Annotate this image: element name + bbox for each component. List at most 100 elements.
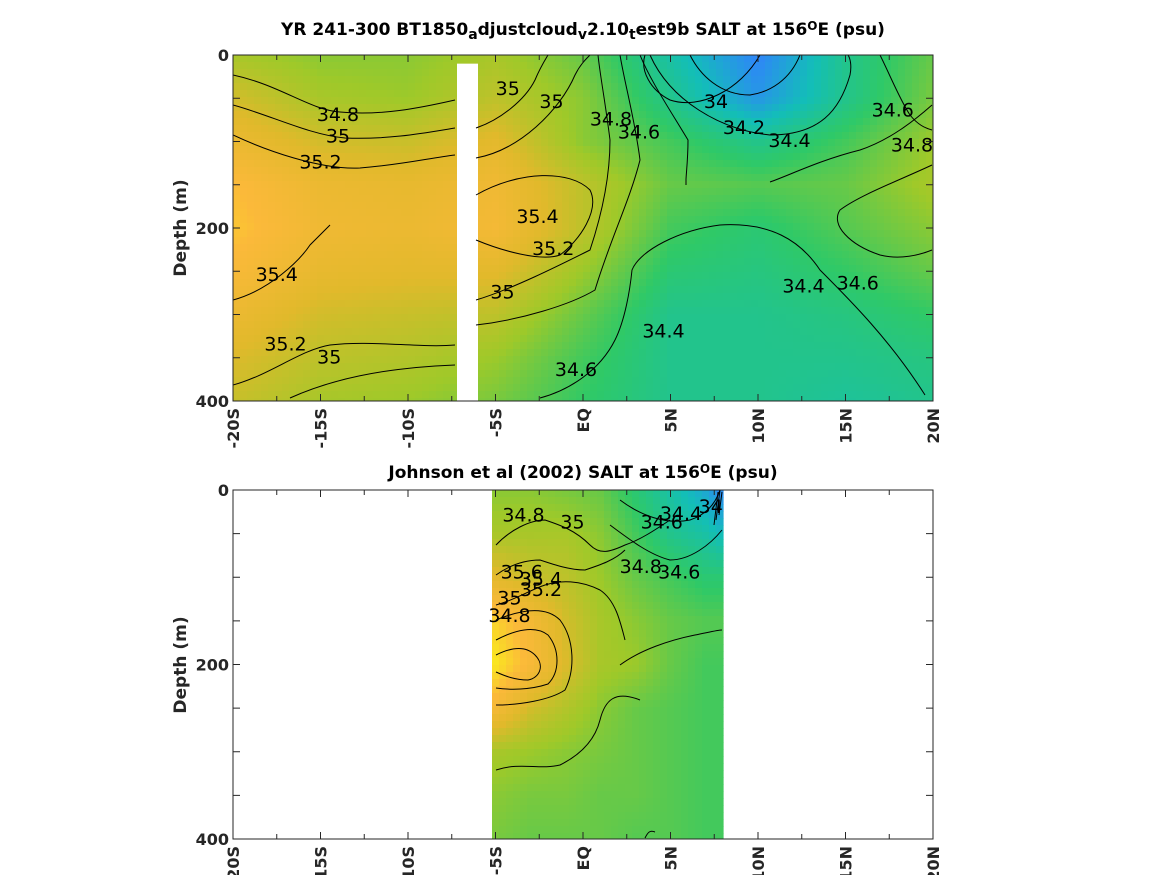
heatmap-cell (625, 202, 633, 210)
heatmap-cell (898, 300, 906, 308)
heatmap-cell (422, 76, 430, 84)
heatmap-cell (436, 300, 444, 308)
heatmap-cell (842, 160, 850, 168)
heatmap-cell (317, 244, 325, 252)
heatmap-cell (905, 125, 913, 133)
heatmap-cell (534, 258, 542, 266)
heatmap-cell (744, 251, 752, 259)
heatmap-cell (842, 62, 850, 70)
heatmap-cell (884, 272, 892, 280)
heatmap-cell (527, 356, 535, 364)
heatmap-cell (401, 209, 409, 217)
heatmap-cell (555, 146, 563, 154)
heatmap-cell (618, 286, 626, 294)
heatmap-cell (324, 286, 332, 294)
heatmap-cell (555, 153, 563, 161)
heatmap-cell (485, 90, 493, 98)
heatmap-cell (338, 272, 346, 280)
heatmap-cell (366, 349, 374, 357)
heatmap-cell (793, 342, 801, 350)
heatmap-cell (485, 251, 493, 259)
heatmap-cell (737, 307, 745, 315)
heatmap-cell (695, 370, 703, 378)
heatmap-cell (296, 125, 304, 133)
heatmap-cell (429, 349, 437, 357)
heatmap-cell (786, 174, 794, 182)
heatmap-cell (681, 384, 689, 392)
heatmap-cell (555, 174, 563, 182)
heatmap-cell (485, 314, 493, 322)
heatmap-cell (709, 118, 717, 126)
heatmap-cell (583, 209, 591, 217)
heatmap-cell (653, 342, 661, 350)
heatmap-cell (366, 300, 374, 308)
heatmap-cell (891, 153, 899, 161)
heatmap-cell (590, 55, 598, 63)
heatmap-cell (800, 111, 808, 119)
heatmap-cell (828, 104, 836, 112)
heatmap-cell (527, 188, 535, 196)
heatmap-cell (646, 293, 654, 301)
heatmap-cell (842, 90, 850, 98)
heatmap-cell (478, 118, 486, 126)
heatmap-cell (730, 97, 738, 105)
heatmap-cell (779, 391, 787, 399)
heatmap-cell (793, 230, 801, 238)
heatmap-cell (282, 62, 290, 70)
heatmap-cell (240, 328, 248, 336)
heatmap-cell (478, 90, 486, 98)
heatmap-cell (625, 377, 633, 385)
heatmap-cell (814, 356, 822, 364)
heatmap-cell (597, 55, 605, 63)
heatmap-cell (583, 195, 591, 203)
heatmap-cell (422, 132, 430, 140)
heatmap-cell (408, 342, 416, 350)
heatmap-cell (275, 55, 283, 63)
heatmap-cell (268, 377, 276, 385)
heatmap-cell (429, 272, 437, 280)
heatmap-cell (639, 286, 647, 294)
heatmap-cell (289, 146, 297, 154)
heatmap-cell (443, 370, 451, 378)
heatmap-cell (352, 391, 360, 399)
heatmap-cell (898, 321, 906, 329)
heatmap-cell (618, 160, 626, 168)
heatmap-cell (681, 370, 689, 378)
heatmap-cell (611, 132, 619, 140)
heatmap-cell (709, 265, 717, 273)
heatmap-cell (870, 244, 878, 252)
heatmap-cell (597, 237, 605, 245)
heatmap-cell (625, 321, 633, 329)
heatmap-cell (576, 307, 584, 315)
heatmap-cell (534, 111, 542, 119)
heatmap-cell (359, 160, 367, 168)
heatmap-cell (436, 244, 444, 252)
heatmap-cell (590, 384, 598, 392)
heatmap-cell (345, 76, 353, 84)
heatmap-cell (415, 209, 423, 217)
heatmap-cell (863, 258, 871, 266)
heatmap-cell (247, 132, 255, 140)
heatmap-cell (646, 279, 654, 287)
heatmap-cell (401, 104, 409, 112)
heatmap-cell (373, 90, 381, 98)
heatmap-cell (240, 321, 248, 329)
heatmap-cell (800, 153, 808, 161)
heatmap-cell (499, 237, 507, 245)
heatmap-cell (296, 335, 304, 343)
heatmap-cell (688, 363, 696, 371)
heatmap-cell (919, 300, 927, 308)
heatmap-cell (485, 293, 493, 301)
heatmap-cell (793, 139, 801, 147)
heatmap-cell (338, 251, 346, 259)
heatmap-cell (548, 349, 556, 357)
heatmap-cell (597, 314, 605, 322)
heatmap-cell (772, 265, 780, 273)
heatmap-cell (401, 244, 409, 252)
heatmap-cell (800, 293, 808, 301)
heatmap-cell (856, 223, 864, 231)
heatmap-cell (814, 167, 822, 175)
heatmap-cell (695, 384, 703, 392)
heatmap-cell (870, 209, 878, 217)
heatmap-cell (912, 279, 920, 287)
